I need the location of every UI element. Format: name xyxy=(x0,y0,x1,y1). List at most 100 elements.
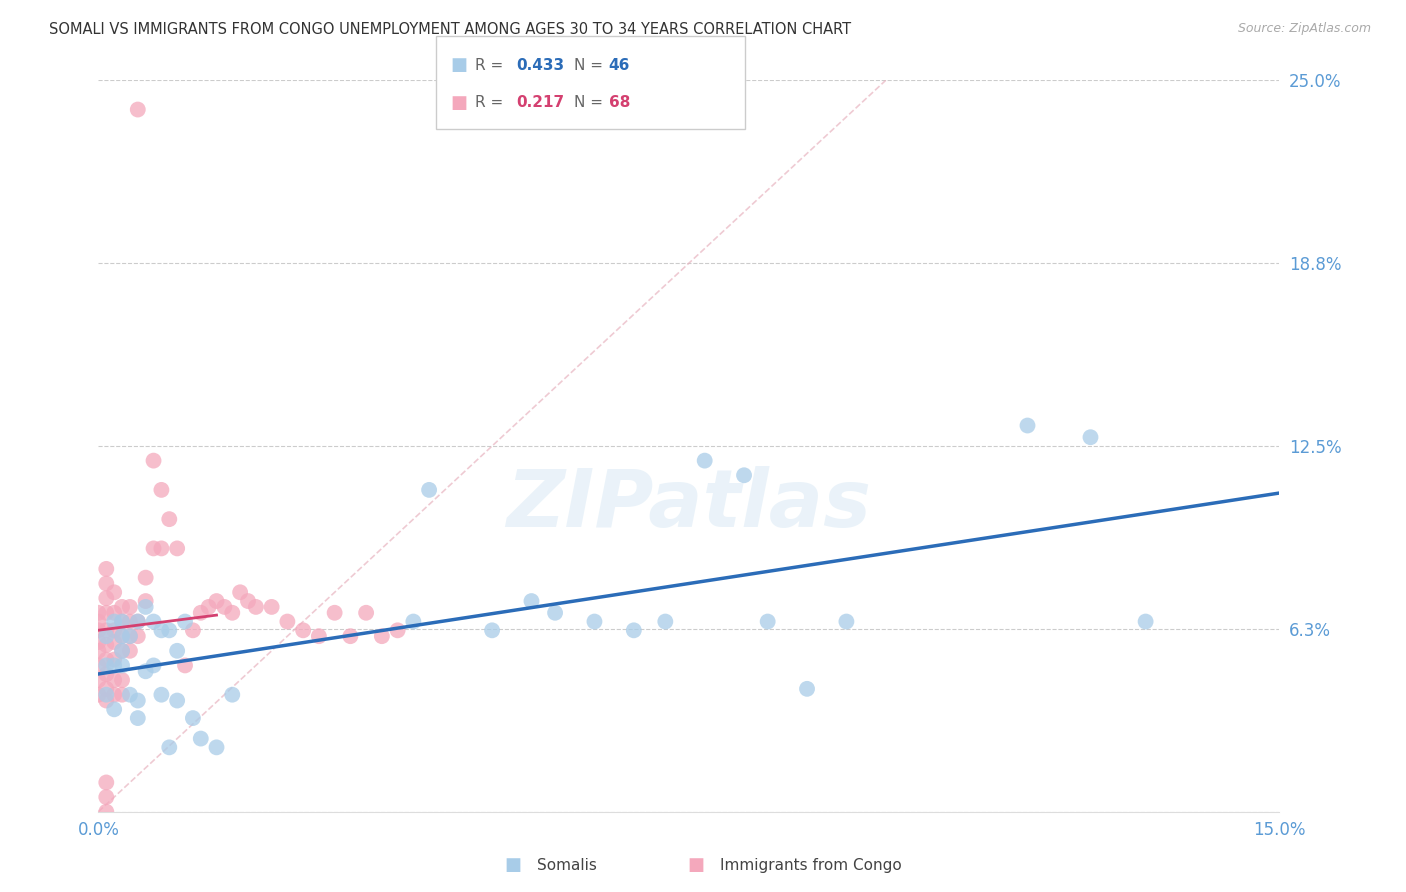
Point xyxy=(118,629,141,643)
Point xyxy=(835,615,858,629)
Point xyxy=(103,673,125,687)
Point xyxy=(96,562,118,576)
Point xyxy=(96,693,118,707)
Point xyxy=(181,711,204,725)
Point xyxy=(111,644,134,658)
Point xyxy=(87,624,110,638)
Point xyxy=(103,585,125,599)
Point xyxy=(544,606,567,620)
Point xyxy=(339,629,361,643)
Point xyxy=(205,740,228,755)
Point xyxy=(127,615,149,629)
Point xyxy=(229,585,252,599)
Point xyxy=(96,805,118,819)
Point xyxy=(87,688,110,702)
Point xyxy=(87,658,110,673)
Point xyxy=(118,644,141,658)
Point xyxy=(166,541,188,556)
Point xyxy=(174,615,197,629)
Point xyxy=(150,483,173,497)
Point xyxy=(323,606,346,620)
Point xyxy=(157,624,180,638)
Text: 46: 46 xyxy=(609,58,630,72)
Text: SOMALI VS IMMIGRANTS FROM CONGO UNEMPLOYMENT AMONG AGES 30 TO 34 YEARS CORRELATI: SOMALI VS IMMIGRANTS FROM CONGO UNEMPLOY… xyxy=(49,22,852,37)
Text: R =: R = xyxy=(475,58,509,72)
Point xyxy=(292,624,315,638)
Point xyxy=(96,775,118,789)
Point xyxy=(214,599,236,614)
Point xyxy=(127,103,149,117)
Text: ■: ■ xyxy=(688,856,704,874)
Text: 68: 68 xyxy=(609,95,630,110)
Point xyxy=(96,658,118,673)
Point xyxy=(387,624,409,638)
Point xyxy=(190,606,212,620)
Point xyxy=(87,606,110,620)
Point xyxy=(96,624,118,638)
Point xyxy=(111,688,134,702)
Point xyxy=(111,615,134,629)
Point xyxy=(654,615,676,629)
Text: ■: ■ xyxy=(450,94,467,112)
Point xyxy=(157,512,180,526)
Point xyxy=(103,606,125,620)
Point xyxy=(111,629,134,643)
Point xyxy=(481,624,503,638)
Point xyxy=(103,615,125,629)
Point xyxy=(371,629,394,643)
Point xyxy=(118,629,141,643)
Point xyxy=(96,652,118,666)
Text: ■: ■ xyxy=(505,856,522,874)
Point xyxy=(103,688,125,702)
Point xyxy=(96,591,118,606)
Point xyxy=(1017,418,1039,433)
Text: N =: N = xyxy=(574,95,607,110)
Point xyxy=(221,688,243,702)
Point xyxy=(111,673,134,687)
Point xyxy=(96,681,118,696)
Point xyxy=(157,740,180,755)
Point xyxy=(276,615,298,629)
Point xyxy=(245,599,267,614)
Point xyxy=(96,576,118,591)
Point xyxy=(354,606,377,620)
Point xyxy=(150,624,173,638)
Point xyxy=(96,667,118,681)
Point xyxy=(623,624,645,638)
Point xyxy=(111,629,134,643)
Text: 0.433: 0.433 xyxy=(516,58,564,72)
Point xyxy=(118,688,141,702)
Text: Somalis: Somalis xyxy=(537,858,598,872)
Point xyxy=(127,615,149,629)
Point xyxy=(733,468,755,483)
Point xyxy=(103,624,125,638)
Text: Source: ZipAtlas.com: Source: ZipAtlas.com xyxy=(1237,22,1371,36)
Point xyxy=(103,652,125,666)
Point xyxy=(118,615,141,629)
Point xyxy=(190,731,212,746)
Point xyxy=(111,644,134,658)
Point xyxy=(520,594,543,608)
Point xyxy=(96,790,118,805)
Point xyxy=(150,688,173,702)
Text: Immigrants from Congo: Immigrants from Congo xyxy=(720,858,901,872)
Point xyxy=(87,673,110,687)
Point xyxy=(1135,615,1157,629)
Point xyxy=(142,615,165,629)
Point xyxy=(103,635,125,649)
Point xyxy=(205,594,228,608)
Point xyxy=(756,615,779,629)
Point xyxy=(135,599,157,614)
Point xyxy=(166,644,188,658)
Point xyxy=(111,615,134,629)
Point xyxy=(260,599,283,614)
Point xyxy=(135,665,157,679)
Point xyxy=(166,693,188,707)
Point xyxy=(150,541,173,556)
Point xyxy=(135,571,157,585)
Point xyxy=(796,681,818,696)
Point xyxy=(103,658,125,673)
Point xyxy=(181,624,204,638)
Point xyxy=(197,599,219,614)
Text: ZIPatlas: ZIPatlas xyxy=(506,466,872,543)
